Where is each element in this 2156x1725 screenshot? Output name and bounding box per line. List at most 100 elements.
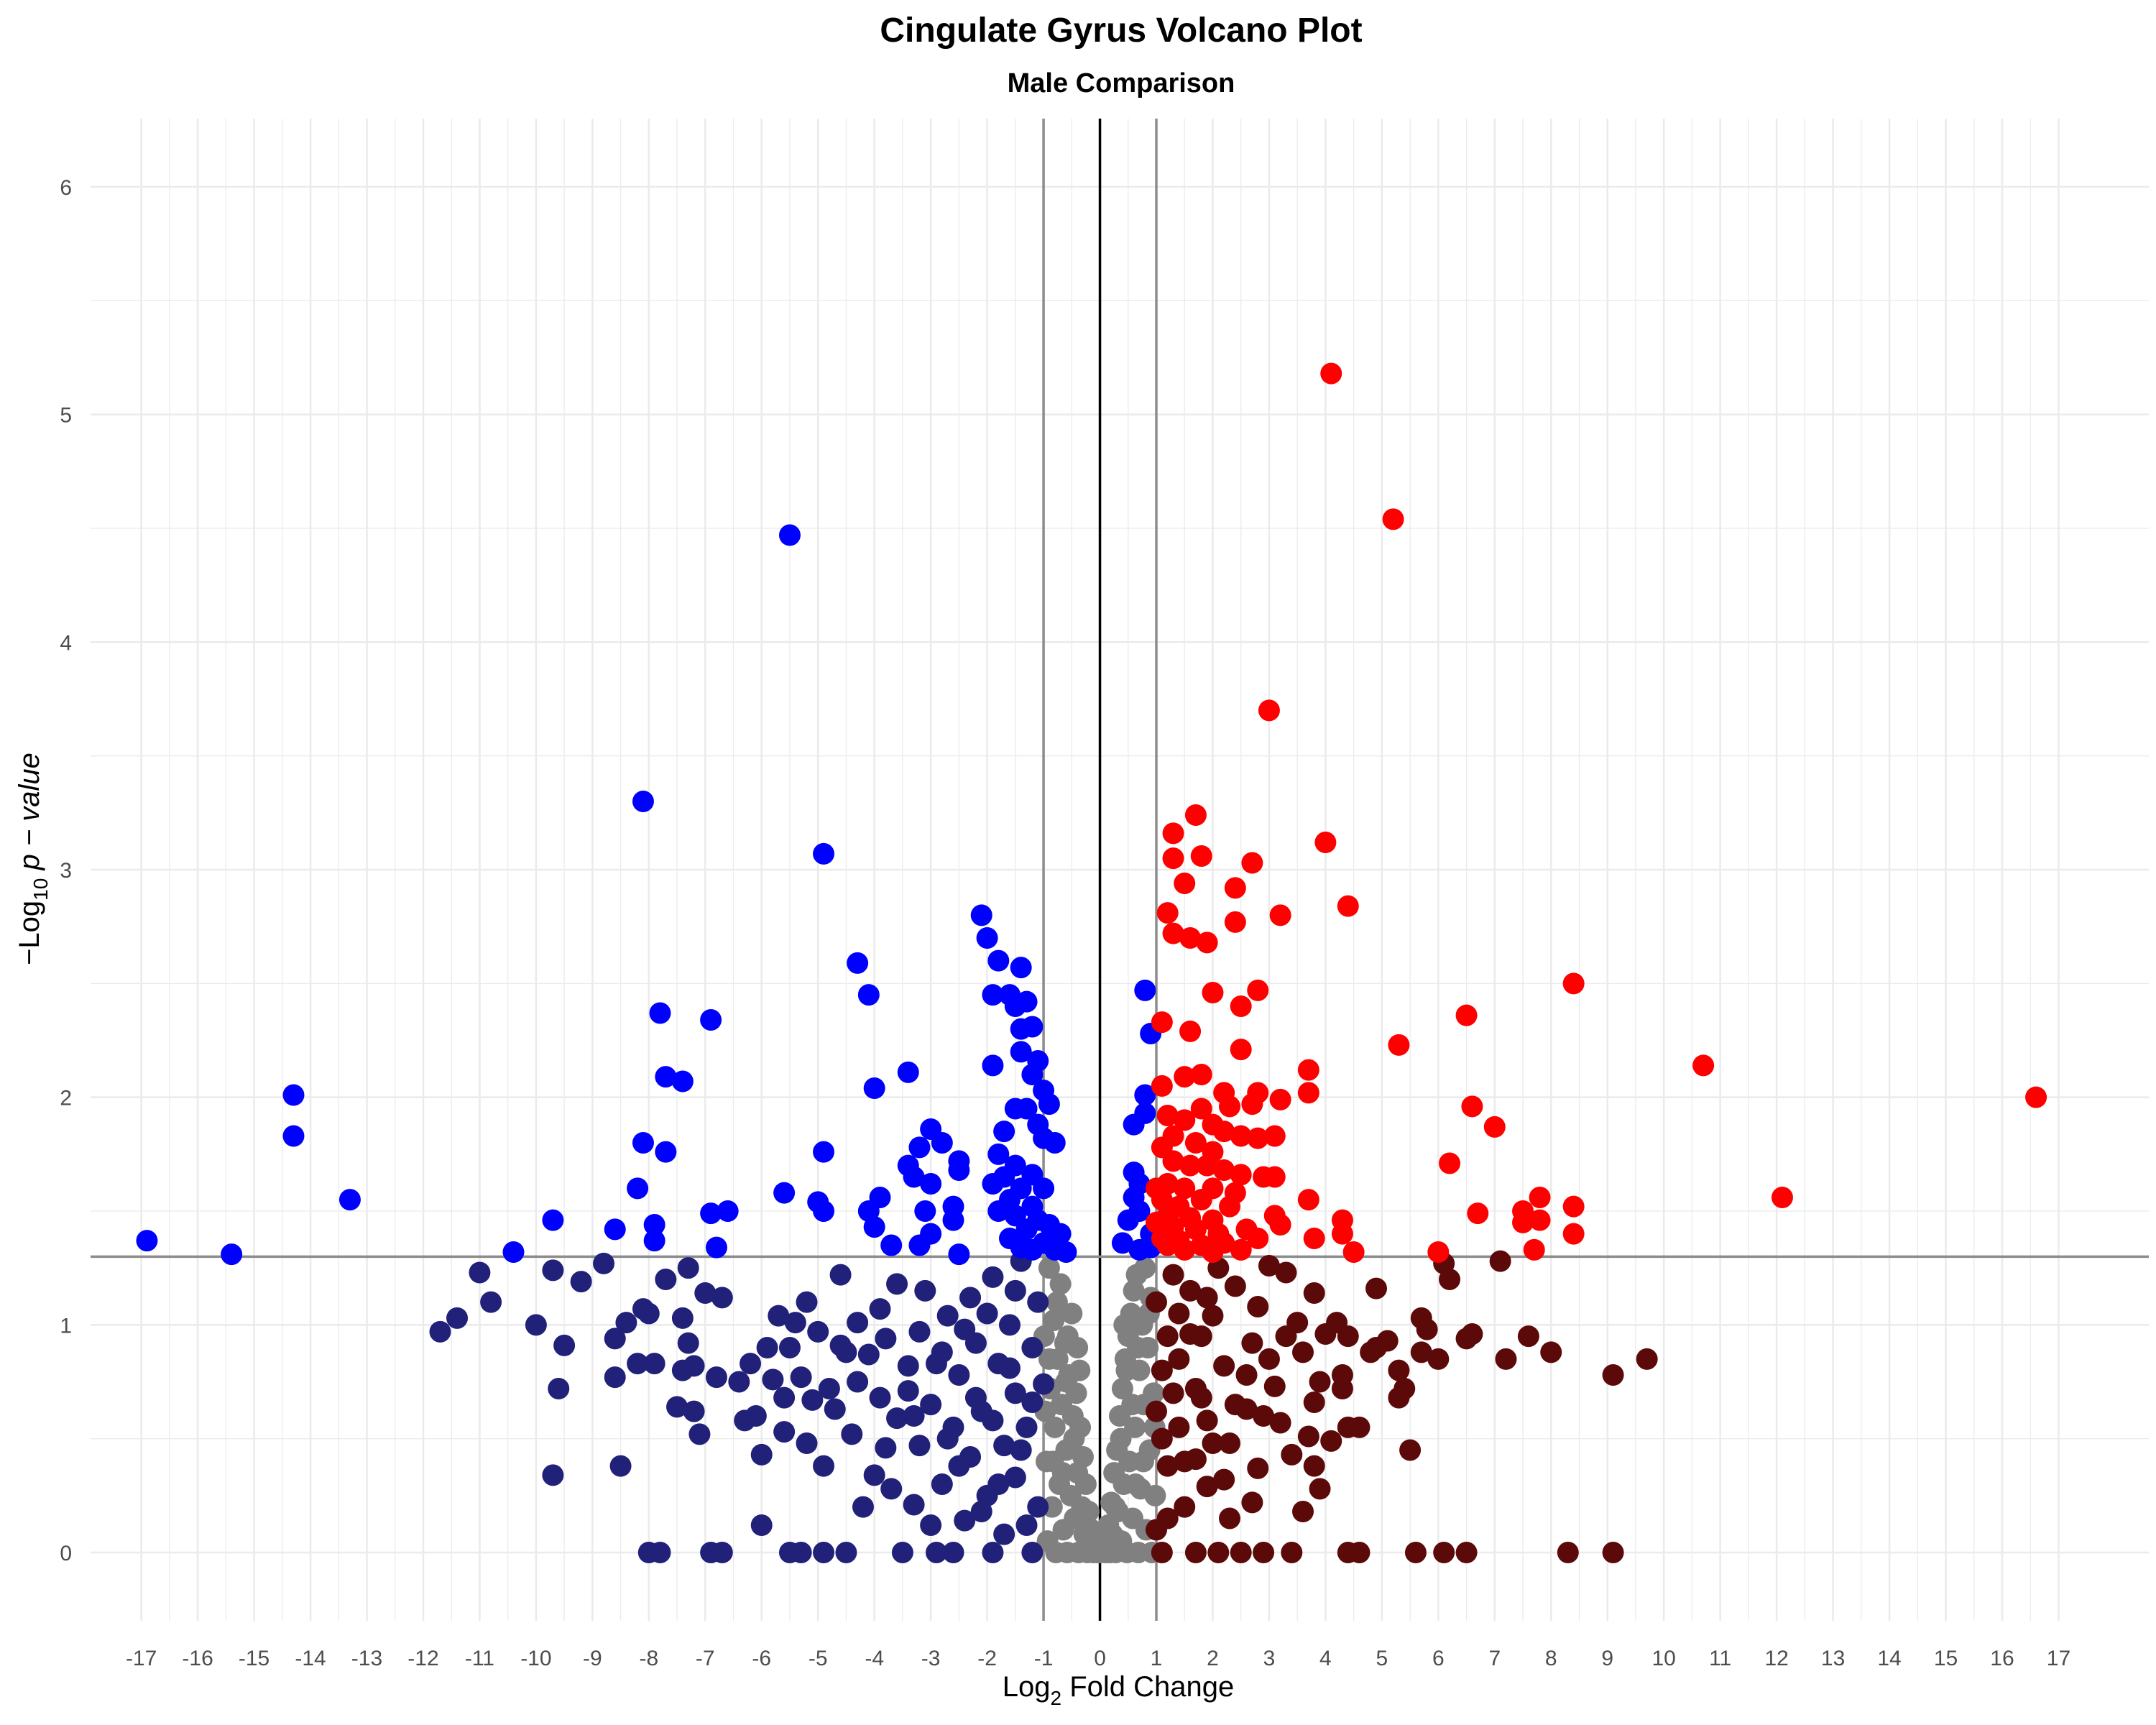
- x-tick-label: 14: [1877, 1647, 1901, 1670]
- x-tick-label: 9: [1601, 1647, 1613, 1670]
- data-point: [982, 984, 1004, 1006]
- data-point: [1439, 1152, 1461, 1174]
- data-point: [1247, 1457, 1269, 1479]
- data-point: [677, 1332, 699, 1354]
- data-point: [942, 1542, 964, 1563]
- data-point: [813, 842, 835, 865]
- data-point: [1021, 1164, 1044, 1186]
- data-point: [655, 1066, 677, 1088]
- data-point: [993, 1121, 1015, 1143]
- data-point: [778, 1337, 801, 1358]
- data-point: [1517, 1325, 1539, 1348]
- data-point: [931, 1473, 953, 1495]
- major-gridlines: [91, 119, 2149, 1621]
- data-point: [1179, 927, 1202, 949]
- data-point: [948, 1243, 970, 1266]
- data-point: [688, 1423, 711, 1445]
- data-point: [1174, 1066, 1196, 1088]
- data-point: [1281, 1443, 1303, 1466]
- data-point: [1483, 1116, 1506, 1138]
- data-point: [954, 1509, 976, 1532]
- chart-subtitle: Male Comparison: [1008, 68, 1235, 98]
- data-point: [604, 1328, 626, 1350]
- data-point: [1433, 1542, 1455, 1563]
- data-point: [1151, 1542, 1173, 1563]
- data-point: [1190, 845, 1212, 867]
- data-point: [1044, 1132, 1066, 1154]
- data-point: [1235, 1364, 1258, 1386]
- data-point: [1303, 1392, 1325, 1413]
- data-point: [627, 1177, 649, 1200]
- data-point: [880, 1234, 903, 1256]
- data-point: [914, 1200, 936, 1222]
- data-point: [1046, 1291, 1068, 1313]
- data-point: [1224, 1275, 1246, 1297]
- data-point: [1529, 1187, 1551, 1208]
- data-point: [813, 1455, 835, 1477]
- data-point: [897, 1380, 919, 1402]
- data-point: [1331, 1223, 1353, 1245]
- data-point: [1263, 1166, 1286, 1188]
- data-point: [897, 1061, 919, 1083]
- data-point: [1184, 1132, 1207, 1154]
- x-tick-label: 12: [1764, 1647, 1788, 1670]
- data-point: [734, 1409, 756, 1432]
- data-point: [891, 1542, 913, 1563]
- data-point: [920, 1173, 942, 1195]
- data-point: [1179, 1020, 1202, 1042]
- data-point: [1230, 1238, 1252, 1261]
- data-point: [1184, 804, 1207, 826]
- data-point: [1033, 1373, 1055, 1395]
- data-point: [1253, 1405, 1275, 1427]
- data-point: [813, 1141, 835, 1163]
- data-point: [824, 1398, 846, 1420]
- chart-title: Cingulate Gyrus Volcano Plot: [880, 12, 1362, 50]
- x-axis-label-prefix: Log: [1003, 1671, 1051, 1703]
- data-point: [1297, 1059, 1319, 1081]
- data-point: [1162, 1382, 1184, 1404]
- x-tick-label: -13: [351, 1647, 382, 1670]
- x-tick-label: 7: [1488, 1647, 1501, 1670]
- data-point: [694, 1282, 717, 1304]
- data-point: [1123, 1113, 1145, 1136]
- data-point: [942, 1209, 964, 1231]
- data-point: [1337, 1542, 1359, 1563]
- data-point: [683, 1400, 705, 1422]
- data-point: [982, 1409, 1004, 1432]
- x-axis-label-suffix: Fold Change: [1061, 1671, 1234, 1703]
- data-point: [908, 1234, 931, 1256]
- data-point: [655, 1141, 677, 1163]
- data-point: [1636, 1348, 1658, 1370]
- data-point: [1146, 1177, 1168, 1200]
- data-point: [1168, 1302, 1190, 1325]
- series-up-significant: [1146, 362, 2047, 1263]
- data-point: [542, 1259, 564, 1282]
- data-point: [998, 1314, 1021, 1336]
- data-point: [1562, 1195, 1585, 1218]
- data-point: [1314, 832, 1337, 853]
- data-point: [593, 1252, 615, 1274]
- data-point: [1038, 1093, 1060, 1116]
- data-point: [1360, 1341, 1382, 1363]
- data-point: [970, 1501, 992, 1522]
- data-point: [964, 1386, 987, 1409]
- data-point: [1512, 1211, 1534, 1233]
- data-point: [847, 1312, 869, 1334]
- data-point: [1015, 1416, 1038, 1438]
- data-point: [1151, 1359, 1173, 1381]
- data-point: [1004, 1382, 1026, 1404]
- data-point: [1121, 1394, 1143, 1416]
- x-tick-label: 17: [2047, 1647, 2070, 1670]
- data-point: [1179, 1279, 1202, 1302]
- data-point: [1196, 932, 1218, 954]
- data-point: [604, 1366, 626, 1389]
- data-point: [1111, 1232, 1133, 1254]
- data-point: [282, 1084, 305, 1106]
- data-point: [750, 1514, 773, 1536]
- data-point: [1529, 1209, 1551, 1231]
- data-point: [1303, 1282, 1325, 1304]
- data-point: [1127, 1337, 1149, 1358]
- data-point: [480, 1291, 502, 1313]
- data-point: [829, 1264, 852, 1286]
- y-tick-label: 5: [60, 404, 72, 428]
